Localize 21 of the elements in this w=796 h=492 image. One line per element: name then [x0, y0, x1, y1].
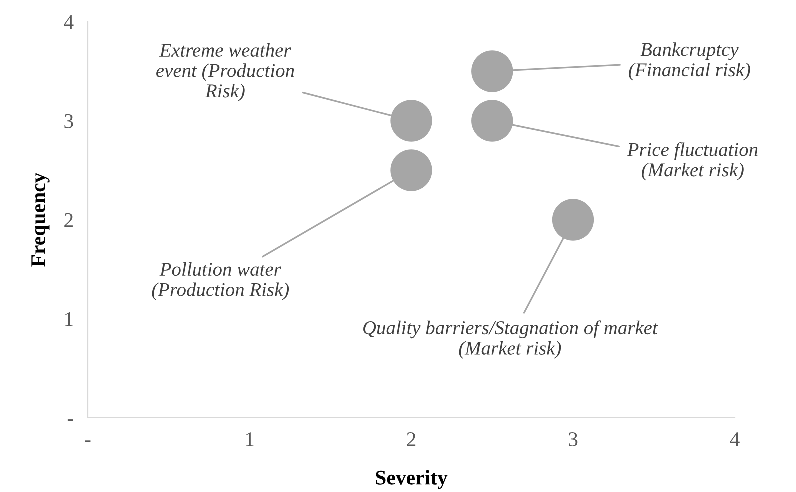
- y-tick-label: 4: [64, 16, 74, 30]
- y-tick-label: -: [68, 420, 74, 422]
- x-tick-label: 4: [730, 432, 740, 446]
- annotation: Extreme weather event (Production Risk): [156, 43, 294, 102]
- y-tick-label: 1: [66, 312, 73, 326]
- point: [552, 199, 594, 241]
- point: [390, 150, 432, 192]
- point: [472, 100, 514, 142]
- annotation: Bankcruptcy (Financial risk): [629, 42, 750, 81]
- annotation: Price fluctuation (Market risk): [627, 142, 758, 181]
- x-tick-label: 2: [407, 432, 416, 446]
- y-tick-label: 2: [64, 213, 73, 228]
- point: [390, 100, 432, 142]
- x-tick-label: 3: [569, 432, 578, 447]
- x-axis-title: Severity: [376, 470, 448, 490]
- x-tick-label: 1: [246, 432, 254, 446]
- y-axis-title: Frequency: [32, 172, 50, 267]
- annotation: Quality barriers/Stagnation of market (Market risk): [364, 320, 658, 359]
- annotation: Pollution water (Production Risk): [152, 262, 290, 300]
- point: [472, 50, 514, 92]
- y-tick-label: 3: [64, 114, 74, 128]
